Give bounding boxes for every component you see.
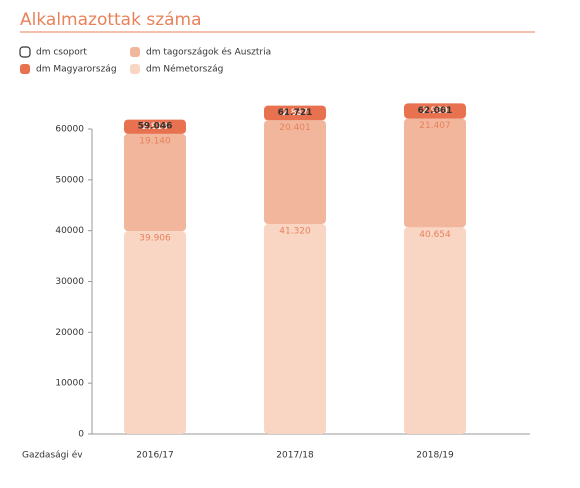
total-label: 62.061 <box>418 106 453 116</box>
x-tick-label: 2018/19 <box>416 451 454 461</box>
legend-label: dm Magyarország <box>36 65 117 75</box>
total-label: 59.046 <box>138 121 173 131</box>
legend-swatch <box>130 47 140 57</box>
legend-label: dm csoport <box>36 48 87 58</box>
bar-segment <box>264 120 326 224</box>
legend-swatch <box>20 64 30 74</box>
bar-segment <box>124 231 186 434</box>
bar-segment <box>124 119 186 134</box>
y-tick-label: 50000 <box>55 175 84 185</box>
value-label: 2.887 <box>282 108 308 118</box>
total-label: 61.721 <box>278 108 313 118</box>
y-tick-label: 10000 <box>55 379 84 389</box>
value-label: 2.810 <box>142 122 168 132</box>
value-label: 19.140 <box>139 136 171 146</box>
x-axis-label: Gazdasági év <box>22 450 83 461</box>
y-tick-label: 40000 <box>55 226 84 236</box>
bar-segment <box>264 223 326 434</box>
value-label: 40.654 <box>419 230 451 240</box>
y-tick-label: 0 <box>78 430 84 440</box>
x-tick-label: 2017/18 <box>276 451 314 461</box>
x-tick-label: 2016/17 <box>136 451 173 461</box>
value-label: 2.989 <box>422 106 448 116</box>
legend-swatch <box>19 46 31 58</box>
value-label: 21.407 <box>419 121 451 131</box>
value-label: 41.320 <box>279 226 311 236</box>
chart-title: Alkalmazottak száma <box>20 10 202 30</box>
bar-segment <box>264 105 326 121</box>
legend-label: dm Németország <box>146 64 223 75</box>
y-tick-label: 30000 <box>55 277 84 287</box>
bar-segment <box>404 227 466 434</box>
legend-swatch <box>130 64 140 74</box>
y-tick-label: 20000 <box>55 328 84 338</box>
bar-segment <box>404 103 466 119</box>
value-label: 20.401 <box>279 123 311 133</box>
bar-segment <box>124 133 186 232</box>
legend-label: dm tagországok és Ausztria <box>146 47 271 58</box>
y-tick-label: 60000 <box>55 125 84 135</box>
value-label: 39.906 <box>139 234 171 244</box>
bar-segment <box>404 118 466 228</box>
